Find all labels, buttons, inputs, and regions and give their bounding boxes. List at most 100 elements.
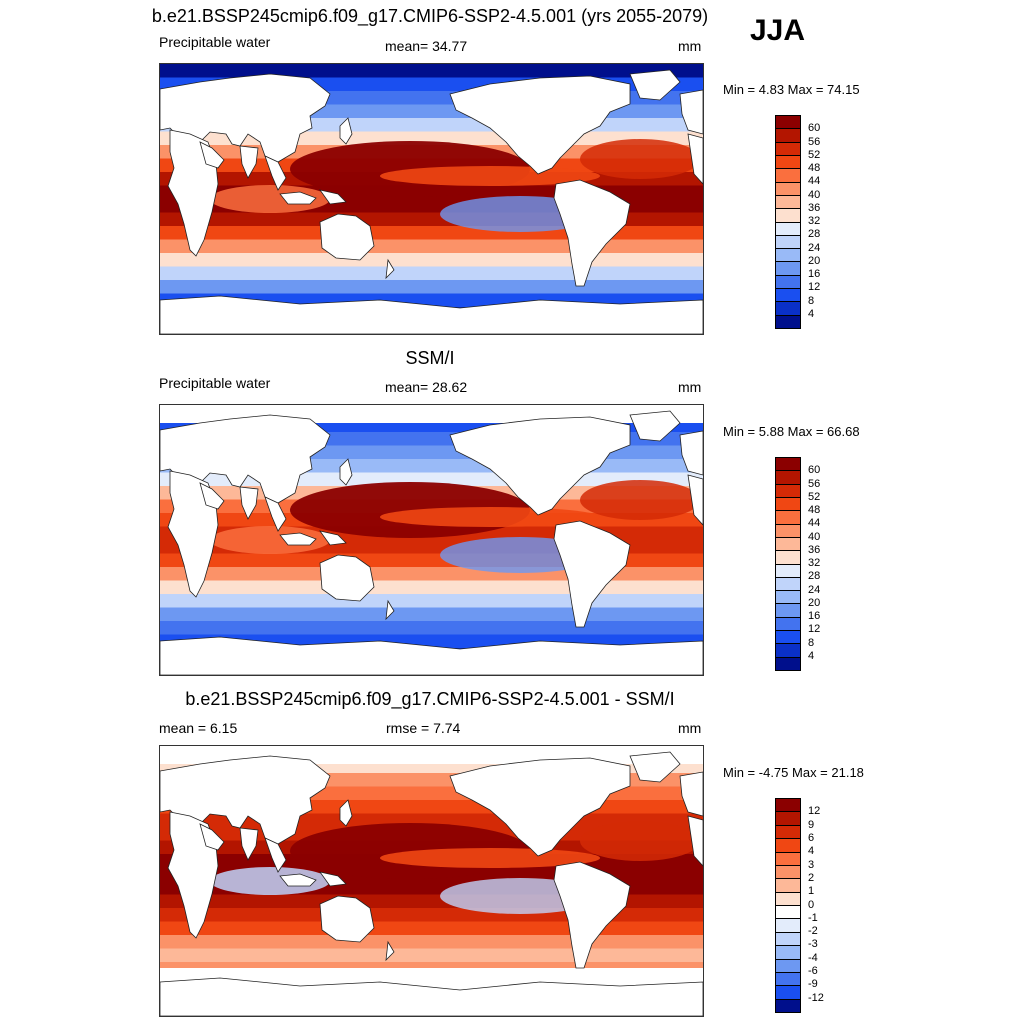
colorbar-tick-label: 32 [808,557,821,569]
colorbar-swatch [776,302,800,316]
colorbar-swatch [776,644,800,658]
colorbar-swatch [776,497,800,512]
colorbar-swatch [776,235,800,250]
colorbar-tick-label: 56 [808,477,821,490]
colorbar-tick-label: 48 [808,504,821,516]
colorbar-tick-label: 36 [808,543,821,556]
panel-1-variable: Precipitable water [159,34,271,50]
colorbar-swatch [776,865,800,880]
colorbar-tick-label: 52 [808,148,821,161]
colorbar-tick-label: 36 [808,201,821,214]
panel-2-map [159,404,704,676]
colorbar-swatch [776,932,800,947]
colorbar-tick-label: 32 [808,215,821,227]
panel-2-mean: mean= 28.62 [385,379,468,395]
panel-3-land [160,751,703,1016]
colorbar-swatch [776,879,800,893]
colorbar-swatch [776,222,800,236]
colorbar-swatch [776,524,800,538]
panel-3-title: b.e21.BSSP245cmip6.f09_g17.CMIP6-SSP2-4.… [185,689,675,709]
colorbar-tick-label: 8 [808,294,815,307]
colorbar-tick-label: 8 [808,636,815,649]
colorbar-tick-label: 1 [808,885,815,898]
colorbar-tick-label: -1 [808,911,818,924]
colorbar-swatch [776,972,800,987]
colorbar-swatch [776,471,800,485]
panel-1-land [160,69,703,334]
colorbar-tick-label: 48 [808,162,821,174]
panel-1-map [159,63,704,335]
colorbar-tick-label: 40 [808,188,821,201]
colorbar-tick-label: -3 [808,938,818,951]
colorbar-tick-label: 12 [808,281,821,294]
colorbar-swatch [776,825,800,840]
colorbar-swatch [776,551,800,565]
colorbar-tick-label: 6 [808,831,815,844]
colorbar-swatch [776,799,800,813]
colorbar-tick-label: 2 [808,871,815,884]
colorbar-swatch [776,986,800,1000]
colorbar-tick-label: 44 [808,517,821,530]
colorbar-tick-label: 4 [808,307,815,320]
colorbar-tick-label: 3 [808,858,815,871]
colorbar-swatch [776,484,800,498]
colorbar-swatch [776,209,800,223]
colorbar-swatch [776,182,800,196]
colorbar-tick-label: -2 [808,925,818,938]
colorbar-tick-label: -4 [808,951,818,964]
colorbar-tick-label: 28 [808,228,821,241]
panel-2-title: SSM/I [405,348,455,368]
colorbar-tick-label: 28 [808,570,821,583]
panel-3-units: mm [678,720,702,736]
colorbar-swatch [776,906,800,920]
colorbar-swatch [776,315,800,328]
colorbar-swatch [776,591,800,605]
colorbar-tick-label: 9 [808,818,815,831]
colorbar-swatch [776,657,800,670]
panel-1-colorbar [775,115,801,329]
colorbar-tick-label: 12 [808,805,821,818]
colorbar-swatch [776,812,800,826]
colorbar-swatch [776,959,800,973]
colorbar-tick-label: 60 [808,122,821,135]
colorbar-swatch [776,116,800,130]
panel-3-colorbar-ticks: 12 9 6 4 3 2 1 0 -1 -2 -3 -4 -6 -9 -12 [808,798,838,1011]
panel-2-land [160,410,703,675]
colorbar-swatch [776,289,800,303]
colorbar-tick-label: 24 [808,241,821,254]
colorbar-swatch [776,511,800,525]
colorbar-swatch [776,839,800,853]
panel-2-colorbar [775,457,801,671]
colorbar-tick-label: 52 [808,490,821,503]
colorbar-swatch [776,275,800,290]
colorbar-swatch [776,249,800,263]
colorbar-swatch [776,129,800,143]
colorbar-tick-label: 12 [808,623,821,636]
colorbar-tick-label: 20 [808,254,821,267]
colorbar-swatch [776,999,800,1012]
panel-1-title: b.e21.BSSP245cmip6.f09_g17.CMIP6-SSP2-4.… [151,6,709,26]
colorbar-swatch [776,155,800,170]
panel-1-map-svg [160,64,703,334]
colorbar-swatch [776,604,800,618]
panel-1-units: mm [678,38,702,54]
colorbar-tick-label: -9 [808,978,818,991]
colorbar-swatch [776,169,800,183]
colorbar-swatch [776,262,800,276]
colorbar-swatch [776,892,800,906]
colorbar-tick-label: 40 [808,530,821,543]
panel-3-range: Min = -4.75 Max = 21.18 [723,765,864,780]
panel-2-range: Min = 5.88 Max = 66.68 [723,424,860,439]
panel-3-map-svg [160,746,703,1016]
colorbar-swatch [776,195,800,210]
colorbar-swatch [776,919,800,933]
colorbar-tick-label: 4 [808,649,815,662]
colorbar-tick-label: 44 [808,175,821,188]
colorbar-tick-label: -6 [808,965,818,978]
colorbar-swatch [776,537,800,552]
panel-3-mean: mean = 6.15 [159,720,238,736]
colorbar-swatch [776,142,800,156]
colorbar-swatch [776,458,800,472]
colorbar-tick-label: 20 [808,596,821,609]
panel-1-range: Min = 4.83 Max = 74.15 [723,82,860,97]
